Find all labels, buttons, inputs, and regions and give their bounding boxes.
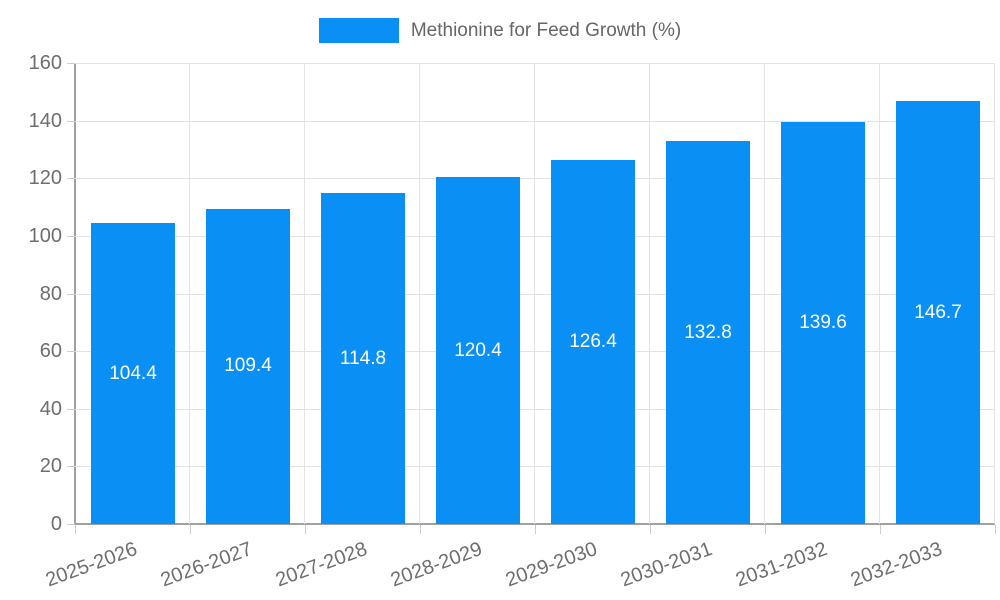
bar-value-label: 114.8 [339, 348, 387, 369]
bar-2029-2030[interactable] [551, 159, 635, 524]
legend-label: Methionine for Feed Growth (%) [410, 19, 682, 41]
y-axis-label: 40 [39, 397, 62, 420]
y-axis-label: 20 [39, 455, 62, 478]
y-axis-tick [67, 63, 75, 64]
gridline-vertical [994, 63, 995, 524]
gridline-horizontal [75, 63, 995, 64]
x-axis-label: 2030-2031 [617, 538, 716, 592]
y-axis-label: 140 [28, 109, 62, 132]
gridline-horizontal [75, 351, 995, 353]
bar-2025-2026[interactable] [91, 223, 175, 524]
gridline-vertical [764, 63, 765, 524]
x-axis-tick [305, 525, 306, 534]
gridline-vertical [304, 63, 305, 524]
gridline-vertical [534, 63, 535, 524]
x-axis-tick [190, 525, 191, 534]
x-axis-label: 2025-2026 [42, 538, 141, 592]
bar-value-label: 132.8 [684, 322, 732, 343]
y-axis-label: 0 [50, 513, 62, 535]
x-axis-tick [650, 525, 651, 534]
x-axis-tick [995, 525, 996, 534]
y-axis-tick [67, 235, 75, 237]
x-axis-label: 2029-2030 [502, 538, 601, 592]
chart-legend: Methionine for Feed Growth (%) [0, 18, 1000, 43]
bar-value-label: 146.7 [914, 302, 962, 323]
gridline-horizontal [75, 466, 995, 468]
y-axis-tick [67, 178, 75, 180]
gridline-vertical [189, 63, 190, 524]
gridline-vertical [419, 63, 420, 524]
gridline-horizontal [75, 293, 995, 295]
x-axis-label: 2031-2032 [732, 538, 831, 592]
y-axis-label: 120 [28, 167, 62, 190]
legend-swatch-icon [318, 18, 399, 43]
x-axis-tick [765, 525, 766, 534]
plot-area: 104.4 109.4 114.8 120.4 126.4 132.8 139.6 146.7 [75, 63, 995, 524]
gridline-horizontal [75, 408, 995, 410]
y-axis-label: 60 [39, 340, 62, 363]
x-axis-tick [420, 525, 421, 534]
bar-value-label: 104.4 [109, 363, 157, 384]
gridline-vertical [649, 63, 650, 524]
bar-2027-2028[interactable] [321, 193, 405, 524]
bar-2028-2029[interactable] [436, 177, 520, 524]
bar-2032-2033[interactable] [896, 101, 980, 524]
bar-2026-2027[interactable] [206, 208, 290, 524]
y-axis-label: 100 [28, 224, 62, 247]
x-axis-tick [880, 525, 881, 534]
bar-2031-2032[interactable] [781, 121, 865, 524]
gridline-horizontal [75, 178, 995, 180]
bar-value-label: 126.4 [569, 331, 617, 352]
gridline-horizontal [75, 235, 995, 237]
x-axis-label: 2028-2029 [387, 538, 486, 592]
x-axis-label: 2026-2027 [157, 538, 256, 592]
x-axis-label: 2027-2028 [272, 538, 371, 592]
bar-value-label: 109.4 [224, 355, 272, 376]
x-axis-line [75, 523, 995, 525]
bar-2030-2031[interactable] [666, 141, 750, 524]
y-axis-label: 80 [39, 282, 62, 305]
gridline-horizontal [75, 120, 995, 122]
y-axis-tick [67, 351, 75, 353]
x-axis-tick [75, 525, 76, 534]
x-axis-tick [535, 525, 536, 534]
legend-item-methionine[interactable]: Methionine for Feed Growth (%) [318, 18, 682, 43]
y-axis-tick [67, 408, 75, 410]
y-axis-tick [67, 293, 75, 295]
y-axis-label: 160 [28, 52, 62, 74]
y-axis-tick [67, 120, 75, 122]
y-axis-tick [67, 466, 75, 468]
x-axis-label: 2032-2033 [847, 538, 946, 592]
bar-value-label: 120.4 [454, 340, 502, 361]
gridline-vertical [879, 63, 880, 524]
bar-value-label: 139.6 [799, 312, 847, 333]
y-axis-tick [67, 524, 75, 525]
